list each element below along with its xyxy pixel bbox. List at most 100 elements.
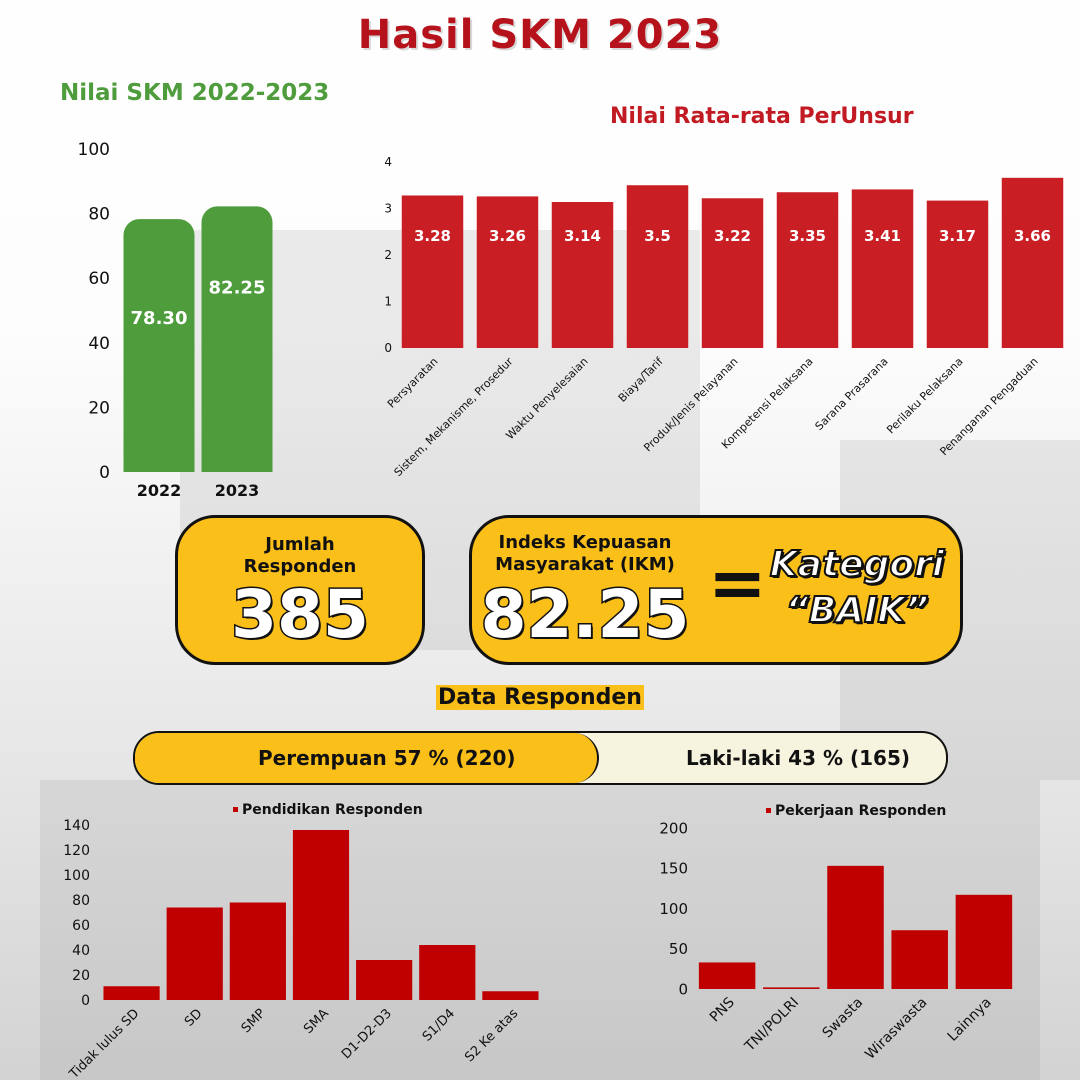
chart-title-unsur: Nilai Rata-rata PerUnsur (610, 104, 914, 129)
category-line-1: Kategori (769, 543, 945, 586)
y-tick-label: 2 (384, 248, 392, 262)
data-label: 3.22 (714, 227, 751, 245)
bar (419, 945, 476, 1000)
bar (851, 189, 914, 348)
ikm-label-2: Masyarakat (IKM) (495, 554, 675, 575)
x-tick-label: 2023 (215, 481, 260, 500)
bar-base (201, 222, 273, 472)
bar (292, 830, 350, 1000)
y-tick-label: 50 (669, 940, 688, 958)
gender-bar: Perempuan 57 % (220) Laki-laki 43 % (165… (133, 731, 948, 785)
data-label: 3.41 (864, 227, 901, 245)
legend-swatch (233, 807, 238, 812)
skm-year-chart: 0 20 40 60 80 100 78.30 2022 82.25 2023 (78, 140, 273, 500)
y-tick-label: 0 (81, 993, 90, 1009)
x-tick-label: Swasta (819, 995, 866, 1042)
x-tick-label: SMA (301, 1006, 332, 1037)
gender-female-fill (135, 733, 600, 783)
bar (763, 987, 820, 989)
education-chart: 0 20 40 60 80 100 120 140 Tidak lulus SD SD SMP SMA… (63, 802, 539, 1080)
x-tick-label: Perilaku Pelaksana (884, 355, 965, 436)
bar (776, 192, 839, 348)
x-tick-label: 2022 (137, 481, 182, 500)
bar (476, 196, 539, 348)
data-label: 3.26 (489, 227, 526, 245)
section-title-data-responden: Data Responden (436, 685, 644, 710)
y-tick-label: 40 (88, 334, 110, 354)
x-tick-label: PNS (707, 994, 738, 1025)
y-tick-label: 140 (63, 818, 90, 834)
bar (166, 907, 223, 1000)
x-tick-label: Lainnya (945, 995, 995, 1045)
y-tick-label: 120 (63, 843, 90, 859)
y-tick-label: 1 (384, 295, 392, 309)
bar (926, 200, 989, 348)
bar (891, 930, 948, 989)
data-label: 3.66 (1014, 227, 1051, 245)
data-label: 3.28 (414, 227, 451, 245)
ikm-label-1: Indeks Kepuasan (498, 532, 672, 553)
chart-title-skm: Nilai SKM 2022-2023 (60, 80, 330, 106)
bar (551, 201, 614, 348)
y-tick-label: 0 (384, 341, 392, 355)
unsur-chart: 0 1 2 3 4 3.28 Persyaratan 3.26 Sistem, Mekanism… (384, 155, 1064, 479)
data-label: 3.5 (644, 227, 671, 245)
occupation-chart: 0 50 100 150 200 PNS TNI/POLRI SwastaWiraswasta… (659, 803, 1013, 1063)
x-tick-label: Persyaratan (385, 355, 441, 411)
y-tick-label: 200 (659, 819, 688, 837)
page-title: Hasil SKM 2023 (357, 12, 723, 58)
respondent-label-1: Jumlah (265, 534, 335, 555)
bar (356, 960, 413, 1000)
x-tick-label: Biaya/Tarif (616, 354, 667, 405)
legend-swatch (766, 808, 771, 813)
bar (1001, 177, 1064, 348)
gender-female-label: Perempuan 57 % (220) (258, 746, 516, 770)
x-tick-label: Wiraswasta (862, 995, 930, 1063)
bar (955, 894, 1013, 989)
x-tick-label: TNI/POLRI (741, 995, 802, 1056)
data-label: 82.25 (209, 277, 266, 298)
legend-label: Pendidikan Responden (242, 802, 423, 818)
bar (229, 902, 286, 1000)
x-tick-label: S2 Ke atas (462, 1006, 521, 1065)
bar (401, 195, 464, 348)
y-tick-label: 150 (659, 860, 688, 878)
bar (482, 991, 539, 1000)
y-tick-label: 20 (72, 968, 90, 984)
ikm-value: 82.25 (479, 576, 691, 653)
respondent-count-value: 385 (230, 576, 371, 653)
bar (827, 865, 884, 989)
y-tick-label: 100 (63, 868, 90, 884)
y-tick-label: 100 (78, 140, 110, 160)
bar (103, 986, 160, 1000)
x-tick-label: Sistem, Mekanisme, Prosedur (392, 355, 516, 479)
x-tick-label: Tidak lulus SD (66, 1006, 142, 1080)
y-tick-label: 60 (88, 269, 110, 289)
y-tick-label: 0 (678, 980, 688, 998)
bar (701, 198, 764, 348)
bar-base (123, 235, 195, 472)
y-tick-label: 20 (88, 398, 110, 418)
x-tick-label: S1/D4 (420, 1006, 458, 1044)
gender-male-label: Laki-laki 43 % (165) (686, 746, 910, 770)
x-tick-label: SD (182, 1006, 206, 1030)
y-tick-label: 0 (99, 463, 110, 483)
respondent-count-card: Jumlah Responden 385 (175, 515, 425, 665)
data-label: 3.14 (564, 227, 601, 245)
x-tick-label: D1-D2-D3 (339, 1006, 395, 1062)
bar (626, 185, 689, 348)
y-tick-label: 80 (88, 205, 110, 225)
legend-label: Pekerjaan Responden (775, 803, 946, 819)
x-tick-label: Sarana Prasarana (813, 355, 891, 433)
y-tick-label: 40 (72, 943, 90, 959)
bar (698, 962, 756, 989)
data-label: 3.35 (789, 227, 826, 245)
x-tick-label: SMP (239, 1006, 269, 1036)
data-label: 78.30 (131, 308, 188, 329)
data-label: 3.17 (939, 227, 976, 245)
category-line-2: “BAIK” (785, 589, 930, 632)
y-tick-label: 80 (72, 893, 90, 909)
y-tick-label: 60 (72, 918, 90, 934)
respondent-label-2: Responden (243, 556, 357, 577)
y-tick-label: 4 (384, 155, 392, 169)
